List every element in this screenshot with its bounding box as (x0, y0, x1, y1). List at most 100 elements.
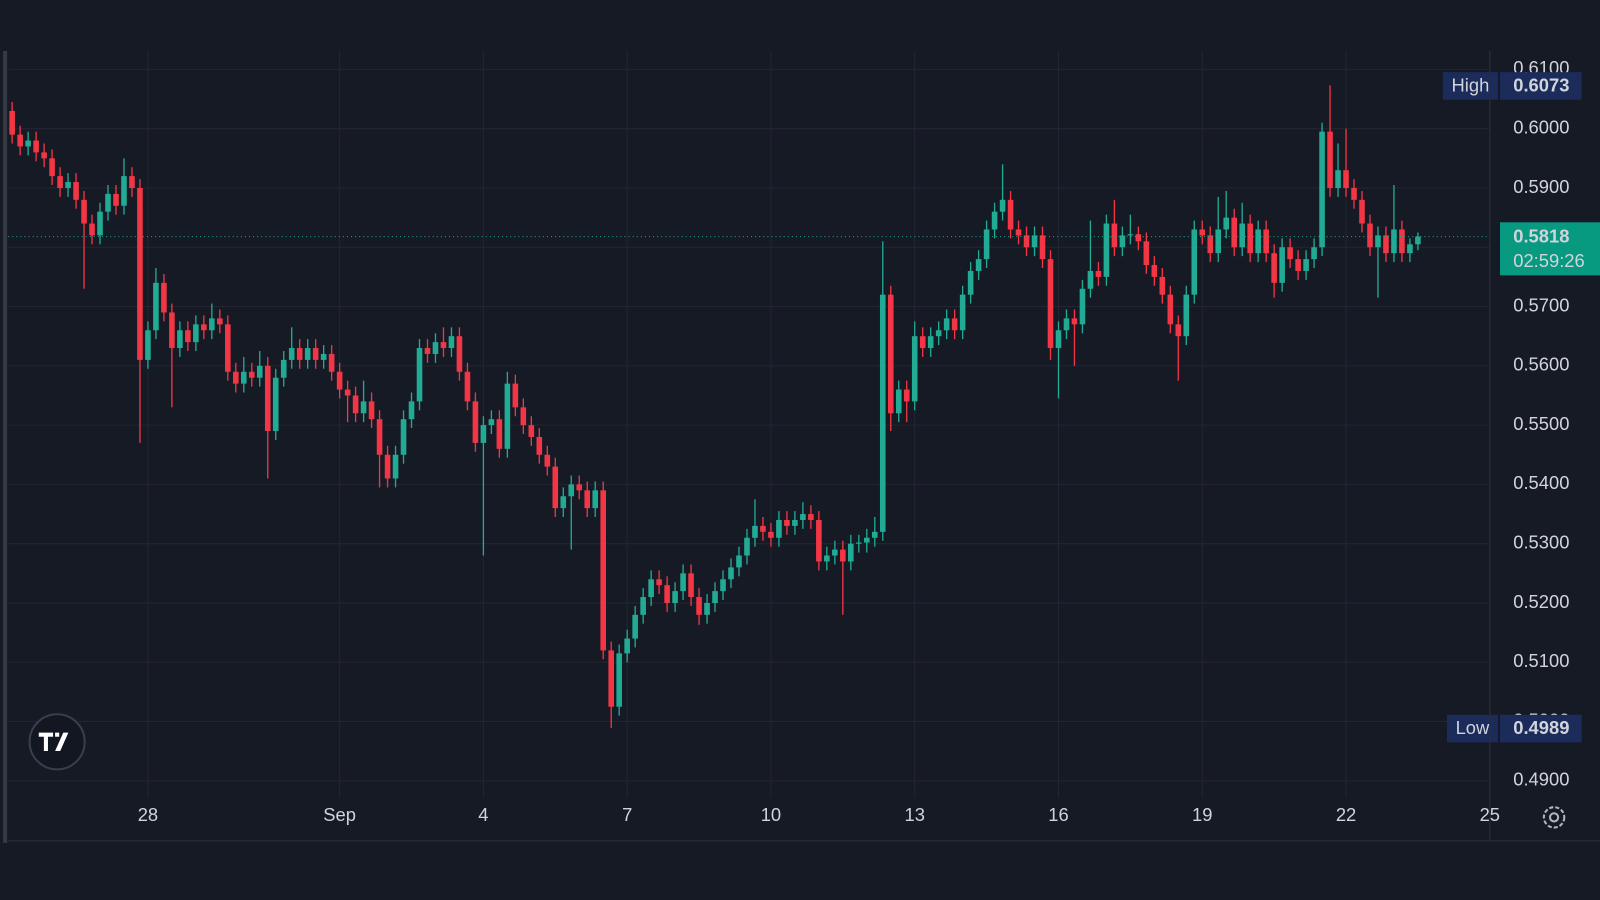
candle-body (712, 591, 718, 603)
x-tick-label: 22 (1336, 804, 1356, 825)
candle-body (688, 573, 694, 598)
candle-body (352, 395, 359, 414)
y-tick-label: 0.6000 (1513, 117, 1569, 138)
candle-body (863, 537, 870, 543)
candle-body (856, 542, 862, 544)
candle-body (488, 419, 495, 426)
candle-body (1151, 265, 1158, 277)
candle-body (153, 282, 159, 331)
candle-body (1183, 294, 1190, 337)
candle-body (1391, 229, 1397, 254)
candle-body (1047, 259, 1054, 349)
candle-body (648, 579, 654, 598)
candle-body (137, 187, 143, 360)
candle-body (967, 270, 974, 295)
x-tick-label: 19 (1192, 804, 1212, 825)
candle-body (1335, 170, 1341, 188)
candle-body (456, 336, 463, 372)
candle-body (576, 484, 583, 491)
candle-body (1063, 318, 1070, 331)
candle-body (81, 199, 87, 224)
candle-body (1239, 223, 1245, 248)
y-tick-label: 0.5600 (1513, 354, 1569, 375)
candle-body (440, 342, 447, 349)
candle-body (424, 348, 431, 354)
candle-body (592, 490, 599, 509)
candle-body (1071, 318, 1078, 325)
candle-body (895, 389, 902, 414)
candle-body (632, 614, 638, 639)
candle-body (1399, 229, 1405, 254)
y-tick-label: 0.5300 (1513, 532, 1569, 553)
candle-body (1359, 199, 1365, 224)
candle-body (512, 383, 519, 408)
candle-body (560, 496, 567, 509)
candle-body (816, 519, 822, 562)
candle-body (1215, 229, 1222, 254)
candle-body (975, 259, 982, 271)
candle-body (824, 555, 830, 562)
candle-body (1383, 235, 1389, 254)
candle-body (1415, 236, 1421, 245)
candle-body (41, 152, 47, 159)
candle-body (9, 110, 15, 135)
candle-body (464, 371, 471, 402)
settings-icon[interactable] (1542, 806, 1566, 829)
candle-body (496, 419, 503, 449)
candle-body (919, 336, 926, 349)
candle-body (17, 134, 23, 147)
candle-body (999, 199, 1006, 212)
candle-body (792, 519, 798, 526)
candle-body (760, 525, 766, 532)
candle-body (304, 348, 311, 360)
candle-body (776, 519, 782, 538)
logo (28, 713, 86, 771)
candle-body (240, 371, 247, 384)
candle-body (320, 353, 327, 360)
high-label-name-box (1442, 72, 1498, 100)
candle-body (1135, 234, 1142, 242)
candle-body (1303, 259, 1309, 271)
last-price-label: 0.5818 (1513, 225, 1569, 246)
y-tick-label: 0.4900 (1513, 769, 1569, 790)
x-tick-label: 28 (138, 804, 158, 825)
candle-body (1295, 259, 1301, 271)
candle-body (328, 353, 335, 372)
candle-body (344, 389, 351, 396)
candle-body (1095, 270, 1102, 277)
candle-body (768, 531, 774, 538)
axes: 0.49000.50000.51000.52000.53000.54000.55… (138, 57, 1600, 825)
candle-body (416, 348, 423, 402)
x-tick-label: 7 (622, 804, 632, 825)
x-tick-label: 13 (905, 804, 925, 825)
candle-body (480, 425, 487, 443)
candle-body (680, 573, 686, 592)
candle-body (49, 158, 55, 177)
candle-body (1231, 217, 1237, 248)
candle-body (832, 549, 838, 556)
candle-body (1119, 235, 1126, 248)
candle-body (568, 484, 575, 497)
candle-body (201, 324, 207, 331)
candle-body (177, 330, 183, 349)
candle-body (640, 597, 646, 615)
candle-body (1343, 170, 1349, 188)
candle-body (696, 597, 702, 615)
x-tick-label: 16 (1048, 804, 1068, 825)
candle-body (296, 348, 303, 360)
gear-inner (1548, 812, 1560, 823)
y-tick-label: 0.5400 (1513, 472, 1569, 493)
candle-body (1023, 235, 1030, 248)
x-tick-label: Sep (323, 804, 356, 825)
candle-body (97, 211, 103, 236)
candle-body (129, 176, 135, 188)
candle-body (584, 490, 591, 509)
candle-body (1375, 235, 1381, 248)
candle-body (57, 176, 63, 188)
candle-body (1079, 288, 1086, 325)
candle-body (169, 312, 175, 349)
candle-body (233, 371, 239, 384)
candle-body (121, 176, 127, 206)
